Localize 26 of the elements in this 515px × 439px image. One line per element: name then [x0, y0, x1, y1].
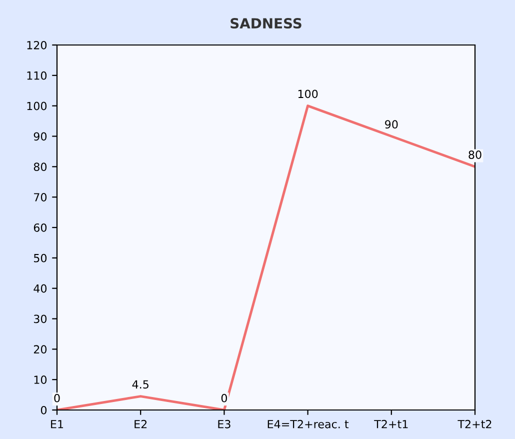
y-tick-label: 90: [34, 132, 47, 141]
x-tick-label: T2+t1: [374, 420, 408, 428]
x-tick-label: E2: [134, 420, 147, 428]
y-tick-label: 10: [34, 376, 47, 384]
data-label: 0: [54, 394, 60, 402]
y-tick-label: 50: [34, 254, 47, 262]
x-tick-label: E3: [218, 420, 230, 428]
y-tick-label: 110: [27, 71, 47, 80]
data-label: 4.5: [132, 380, 148, 389]
x-tick-label: E1: [51, 420, 64, 428]
x-tick-label: E4=T2+reac. t: [268, 420, 349, 428]
data-label: 100: [298, 90, 318, 98]
data-label: 0: [221, 394, 227, 402]
data-label: 80: [468, 150, 482, 159]
y-tick-label: 70: [34, 193, 47, 202]
y-tick-label: 80: [34, 162, 47, 172]
y-tick-label: 30: [34, 314, 47, 324]
data-label: 90: [385, 120, 398, 129]
y-tick-label: 0: [40, 406, 47, 414]
y-tick-label: 20: [34, 345, 47, 354]
chart-title: SADNESS: [230, 18, 302, 29]
y-tick-label: 60: [34, 223, 47, 232]
y-tick-label: 100: [27, 102, 47, 110]
y-tick-label: 120: [27, 40, 47, 50]
x-tick-label: T2+t2: [458, 420, 492, 428]
y-tick-label: 40: [34, 284, 47, 293]
